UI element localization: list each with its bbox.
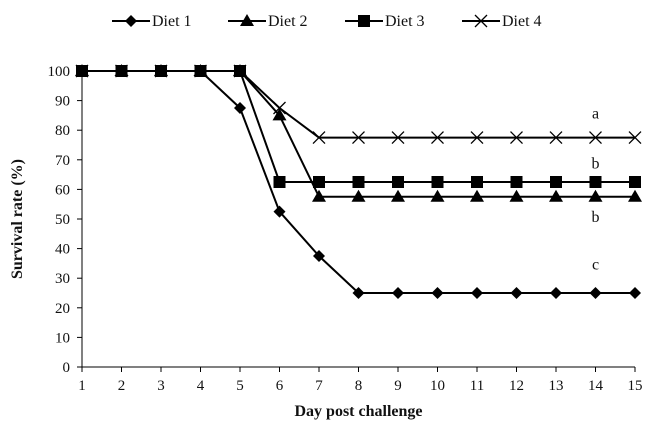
data-point-diet-4 (391, 131, 405, 145)
y-tick-label: 50 (55, 212, 70, 228)
x-tick-label: 5 (236, 378, 244, 394)
data-point-diet-4 (628, 131, 642, 145)
significance-label: b (592, 209, 600, 226)
data-point-diet-1 (234, 102, 246, 114)
data-point-diet-1 (510, 287, 523, 299)
data-point-diet-3 (550, 176, 562, 188)
x-tick-label: 13 (549, 378, 564, 394)
data-point-diet-4 (312, 131, 326, 145)
data-point-diet-3 (589, 176, 602, 188)
series-diet-1 (76, 65, 641, 299)
legend-label: Diet 1 (152, 13, 192, 30)
data-point-diet-3 (629, 176, 641, 188)
data-point-diet-4 (549, 131, 563, 145)
data-point-diet-3 (392, 176, 404, 188)
data-point-diet-1 (471, 287, 483, 299)
data-point-diet-1 (76, 65, 88, 77)
x-tick-label: 10 (430, 378, 445, 394)
y-tick-label: 40 (55, 242, 70, 258)
data-point-diet-2 (351, 189, 366, 202)
significance-label: a (592, 105, 599, 122)
data-point-diet-2 (470, 189, 484, 202)
x-tick-label: 7 (315, 378, 323, 394)
data-point-diet-2 (628, 189, 642, 202)
data-point-diet-1 (352, 287, 365, 299)
series-diet-3 (76, 65, 641, 188)
data-point-diet-4 (431, 131, 444, 145)
y-tick-label: 90 (55, 94, 70, 110)
x-tick-label: 6 (276, 378, 284, 394)
data-point-diet-2 (272, 108, 287, 121)
legend-label: Diet 2 (268, 13, 308, 30)
data-point-diet-4 (470, 131, 484, 145)
x-tick-label: 14 (588, 378, 604, 394)
data-point-diet-4 (589, 131, 602, 145)
data-point-diet-1 (550, 287, 562, 299)
data-point-diet-1 (273, 205, 286, 218)
series-line-diet-3 (82, 70, 635, 183)
x-tick-label: 2 (118, 378, 126, 394)
legend-marker-square (358, 15, 370, 27)
x-tick-label: 9 (394, 378, 402, 394)
data-point-diet-1 (155, 65, 167, 77)
data-point-diet-1 (313, 250, 325, 262)
series-line-diet-4 (82, 70, 635, 139)
series-group (75, 64, 642, 299)
x-tick-label: 4 (197, 378, 205, 394)
legend-item-diet-4: Diet 4 (462, 13, 542, 30)
data-point-diet-2 (312, 189, 326, 202)
data-point-diet-3 (510, 176, 523, 188)
y-axis-title: Survival rate (%) (9, 159, 26, 279)
data-point-diet-3 (431, 176, 444, 188)
data-point-diet-1 (194, 65, 207, 77)
data-point-diet-1 (629, 287, 641, 299)
data-point-diet-2 (430, 189, 445, 202)
x-tick-label: 11 (470, 378, 484, 394)
x-axis-title: Day post challenge (295, 403, 423, 420)
y-tick-label: 100 (48, 64, 71, 80)
legend-marker-triangle (240, 14, 254, 26)
x-tick-label: 1 (78, 378, 86, 394)
x-tick-label: 8 (355, 378, 363, 394)
legend-item-diet-1: Diet 1 (112, 13, 192, 30)
data-point-diet-3 (313, 176, 325, 188)
legend-item-diet-2: Diet 2 (228, 13, 308, 30)
legend-label: Diet 3 (385, 13, 425, 30)
significance-label: c (592, 256, 599, 273)
significance-label: b (592, 156, 600, 173)
legend-marker-cross (474, 14, 488, 28)
legend-item-diet-3: Diet 3 (345, 13, 425, 30)
legend-label: Diet 4 (502, 13, 542, 30)
data-point-diet-3 (273, 176, 286, 188)
legend: Diet 1 Diet 2 Diet 3 Diet 4 (112, 13, 542, 30)
y-tick-label: 60 (55, 182, 70, 198)
x-tick-label: 15 (628, 378, 643, 394)
y-tick-label: 10 (55, 330, 70, 346)
data-point-diet-2 (588, 189, 603, 202)
annotations: a b b c (592, 105, 600, 273)
y-tick-label: 20 (55, 301, 70, 317)
y-tick-label: 70 (55, 153, 70, 169)
data-point-diet-3 (352, 176, 365, 188)
x-tick-label: 12 (509, 378, 524, 394)
x-tick-label: 3 (157, 378, 165, 394)
data-point-diet-1 (392, 287, 404, 299)
y-tick-label: 0 (63, 360, 71, 376)
data-point-diet-1 (589, 287, 602, 299)
data-point-diet-2 (233, 64, 247, 76)
y-tick-label: 30 (55, 271, 70, 287)
data-point-diet-1 (115, 65, 128, 77)
y-tick-label: 80 (55, 123, 70, 139)
data-point-diet-3 (471, 176, 483, 188)
legend-marker-diamond (125, 15, 137, 27)
data-point-diet-2 (509, 189, 524, 202)
data-point-diet-2 (549, 189, 563, 202)
data-point-diet-4 (510, 131, 523, 145)
data-point-diet-1 (431, 287, 444, 299)
data-point-diet-4 (352, 131, 365, 145)
data-point-diet-2 (391, 189, 405, 202)
